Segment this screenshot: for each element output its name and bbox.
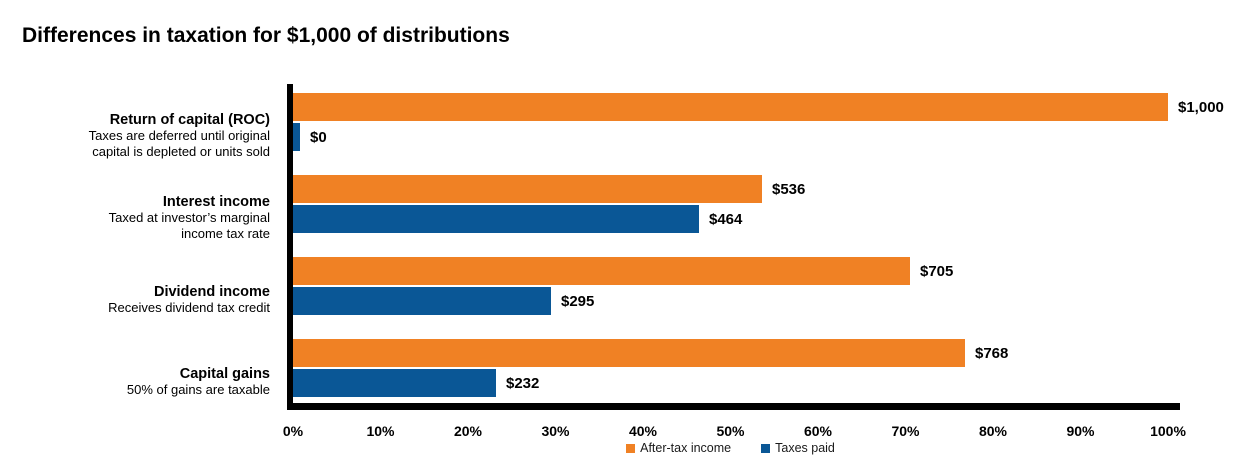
bar-after-tax-income: [293, 339, 965, 367]
bar-value-label: $232: [506, 374, 540, 392]
x-tick-label: 20%: [453, 423, 483, 439]
after-tax-income-swatch-icon: [626, 443, 636, 453]
bar-value-label: $768: [975, 344, 1009, 362]
category-name: Interest income: [162, 194, 270, 210]
bar-taxes-paid: [293, 287, 551, 315]
x-tick-label: 90%: [1066, 423, 1095, 439]
x-tick-label: 0%: [282, 423, 304, 439]
category-label: Return of capital (ROC) Taxes are deferre…: [0, 107, 270, 165]
taxes-paid-swatch-icon: [761, 443, 771, 453]
legend-item-after-tax-income: After-tax income: [626, 441, 731, 455]
category-description: income tax rate: [181, 226, 270, 241]
category-description: Receives dividend tax credit: [108, 300, 270, 315]
bar-value-label: $536: [772, 180, 806, 198]
chart-legend: After-tax income Taxes paid: [293, 441, 1168, 455]
x-tick-label: 100%: [1150, 423, 1186, 439]
x-tick-label: 30%: [541, 423, 570, 439]
legend-item-taxes-paid: Taxes paid: [761, 441, 835, 455]
category-description: Taxed at investor’s marginal: [108, 210, 270, 225]
category-name: Return of capital (ROC): [109, 112, 270, 128]
category-description: capital is depleted or units sold: [92, 144, 270, 159]
category-name: Dividend income: [153, 284, 270, 300]
x-tick-label: 50%: [716, 423, 745, 439]
x-tick-label: 60%: [803, 423, 833, 439]
category-description: Taxes are deferred until original: [88, 128, 270, 143]
x-tick-label: 10%: [366, 423, 395, 439]
category-name: Capital gains: [179, 366, 270, 382]
category-label: Interest income Taxed at investor’s margi…: [0, 189, 270, 247]
bar-value-label: $464: [709, 210, 743, 228]
category-label: Capital gains 50% of gains are taxable: [0, 353, 270, 411]
x-axis-line: [287, 403, 1180, 410]
bar-after-tax-income: [293, 175, 762, 203]
bar-value-label: $295: [561, 292, 595, 310]
legend-label-taxes-paid: Taxes paid: [775, 441, 835, 455]
bar-value-label: $705: [920, 262, 954, 280]
bar-after-tax-income: [293, 93, 1168, 121]
legend-label-after-tax-income: After-tax income: [640, 441, 732, 455]
bar-taxes-paid: [293, 205, 699, 233]
bar-value-label: $1,000: [1178, 98, 1224, 116]
bar-after-tax-income: [293, 257, 910, 285]
bar-taxes-paid: [293, 369, 496, 397]
y-axis-line: [287, 84, 293, 410]
bar-taxes-paid: [293, 123, 300, 151]
x-tick-label: 70%: [891, 423, 920, 439]
chart-title: Differences in taxation for $1,000 of di…: [22, 24, 510, 47]
bar-value-label: $0: [310, 128, 327, 146]
category-label: Dividend income Receives dividend tax cre…: [0, 271, 270, 329]
x-tick-label: 40%: [628, 423, 658, 439]
x-tick-label: 80%: [978, 423, 1008, 439]
category-description: 50% of gains are taxable: [126, 382, 270, 397]
